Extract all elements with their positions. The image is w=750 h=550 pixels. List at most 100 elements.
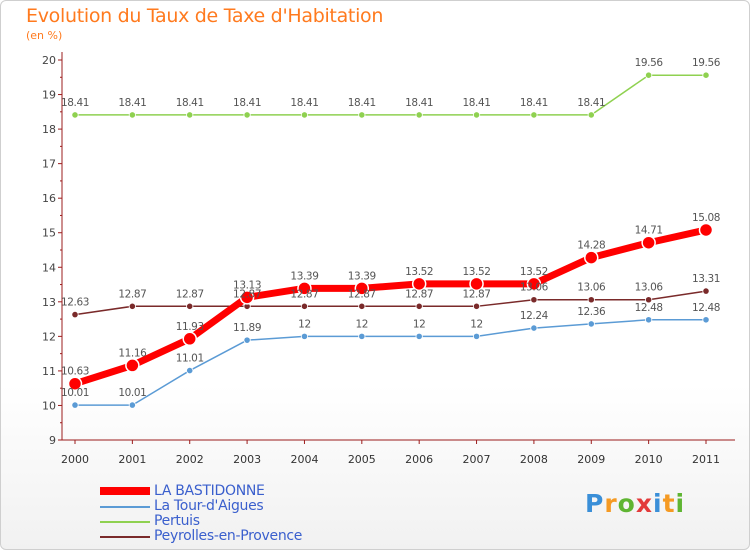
y-tick-label: 10 <box>42 399 56 412</box>
legend-swatch <box>100 506 150 508</box>
legend-label: Pertuis <box>154 513 200 529</box>
data-label: 12.87 <box>176 288 204 300</box>
y-tick-label: 17 <box>42 158 56 171</box>
data-point <box>526 276 542 292</box>
data-point <box>358 332 366 340</box>
data-label: 13.39 <box>348 270 376 282</box>
series-line <box>74 319 707 406</box>
data-point <box>297 281 312 296</box>
proxiti-logo: Proxiti <box>585 489 685 518</box>
legend-swatch <box>100 487 150 495</box>
data-label: 12.87 <box>118 288 146 300</box>
data-point <box>469 276 484 292</box>
data-point <box>415 302 423 310</box>
logo-letter: i <box>653 489 663 518</box>
data-label: 11.93 <box>176 321 204 333</box>
data-label: 13.06 <box>520 282 549 294</box>
data-point <box>415 332 423 340</box>
data-point <box>472 302 481 310</box>
x-tick-label: 2005 <box>348 453 376 466</box>
data-point <box>698 222 714 238</box>
data-point <box>239 290 255 305</box>
data-label: 12.36 <box>577 306 606 318</box>
data-label: 12.87 <box>233 288 261 300</box>
data-point <box>530 324 538 332</box>
chart-subtitle: (en %) <box>26 29 63 42</box>
data-point <box>71 111 79 119</box>
data-point <box>128 302 136 310</box>
data-label: 15.08 <box>692 212 720 224</box>
y-tick-label: 20 <box>42 54 56 67</box>
x-tick-label: 2006 <box>405 453 433 466</box>
x-tick-label: 2001 <box>118 453 146 466</box>
data-point <box>587 111 595 119</box>
data-label: 12.87 <box>405 288 433 300</box>
y-tick-label: 12 <box>42 330 56 343</box>
data-label: 12.87 <box>463 288 491 300</box>
data-point <box>243 336 251 344</box>
y-tick-label: 11 <box>42 365 56 378</box>
y-tick-label: 15 <box>42 227 56 240</box>
data-label: 18.41 <box>463 97 491 109</box>
y-tick-label: 9 <box>49 434 56 447</box>
logo-letter: r <box>604 489 618 518</box>
data-label: 10.01 <box>61 387 89 399</box>
data-point <box>587 320 595 328</box>
data-point <box>300 332 309 340</box>
data-point <box>584 250 599 265</box>
data-point <box>472 332 481 340</box>
chart-title: Evolution du Taux de Taxe d'Habitation <box>26 5 384 27</box>
data-point <box>71 310 79 319</box>
data-point <box>702 71 710 79</box>
y-tick-label: 14 <box>42 261 56 274</box>
data-point <box>587 296 595 304</box>
data-label: 12.48 <box>635 302 663 314</box>
data-point <box>472 111 481 119</box>
data-point <box>358 302 366 310</box>
data-point <box>702 287 710 295</box>
data-point <box>702 316 710 324</box>
x-tick-label: 2008 <box>520 453 548 466</box>
data-label: 18.41 <box>520 97 548 109</box>
logo-letter: i <box>675 489 686 518</box>
data-label: 13.52 <box>520 266 548 278</box>
y-tick-label: 16 <box>42 192 56 205</box>
x-tick-label: 2010 <box>635 453 663 466</box>
data-label: 11.16 <box>118 347 147 359</box>
legend-swatch <box>100 521 150 523</box>
data-label: 12.87 <box>290 288 318 300</box>
logo-letter: t <box>662 489 676 518</box>
data-point <box>128 401 136 409</box>
data-label: 18.41 <box>176 97 204 109</box>
data-point <box>186 111 194 119</box>
data-label: 13.13 <box>233 279 261 291</box>
data-label: 18.41 <box>233 97 261 109</box>
data-point <box>530 111 538 119</box>
data-point <box>645 71 653 79</box>
data-label: 18.41 <box>61 97 89 109</box>
data-label: 10.01 <box>118 387 146 399</box>
data-point <box>411 276 427 292</box>
data-point <box>645 316 653 324</box>
data-label: 12 <box>470 318 483 330</box>
data-label: 10.63 <box>61 366 89 378</box>
data-point <box>128 111 136 119</box>
x-tick-label: 2009 <box>577 453 605 466</box>
data-label: 12 <box>413 318 426 330</box>
data-point <box>125 358 140 373</box>
x-tick-label: 2000 <box>61 453 89 466</box>
data-label: 18.41 <box>577 97 605 109</box>
data-point <box>354 281 370 296</box>
data-point <box>186 366 194 375</box>
data-label: 13.06 <box>577 282 606 294</box>
data-label: 18.41 <box>348 97 376 109</box>
x-tick-label: 2002 <box>176 453 204 466</box>
data-label: 13.06 <box>635 282 664 294</box>
data-point <box>415 111 423 119</box>
data-label: 12.24 <box>520 310 549 322</box>
data-label: 12 <box>298 318 311 330</box>
data-point <box>243 111 251 119</box>
logo-letter: o <box>617 489 636 518</box>
data-point <box>358 111 366 119</box>
